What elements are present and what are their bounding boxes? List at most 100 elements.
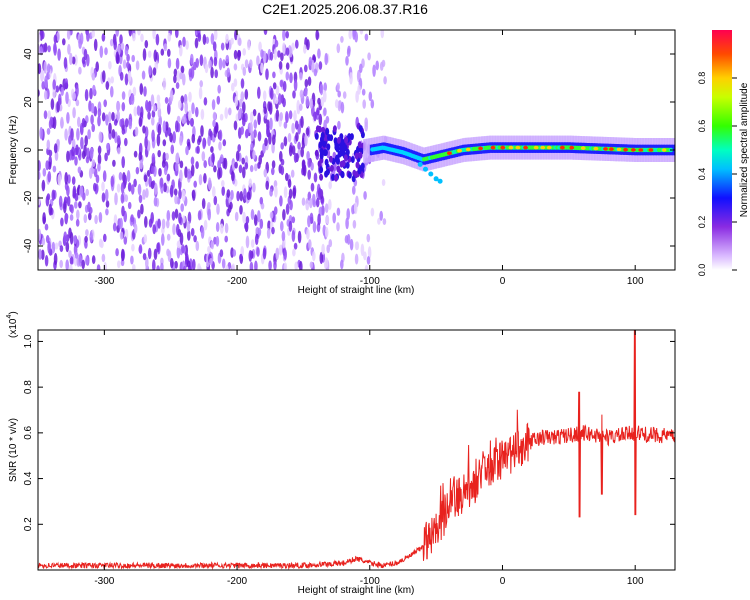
spectrogram-cell <box>304 78 309 88</box>
spectrogram-cell <box>179 232 184 246</box>
spectrogram-cell <box>200 125 204 137</box>
spectrogram-cell <box>343 154 348 162</box>
spectrogram-cell <box>122 59 127 69</box>
spectrogram-cell <box>288 144 293 157</box>
spectrogram-cell <box>185 253 189 262</box>
spectrogram-cell <box>265 180 270 190</box>
spectrogram-cell <box>354 152 359 160</box>
spectrogram-cell <box>72 107 76 119</box>
spectrogram-cell <box>294 261 298 270</box>
spectrogram-cell <box>213 126 217 138</box>
spectrogram-cell <box>279 79 284 88</box>
spectrogram-cell <box>381 178 386 187</box>
spectrogram-cell <box>280 220 284 232</box>
spectrogram-cell <box>123 174 127 186</box>
spectrogram-cell <box>103 99 107 108</box>
spectrogram-cell <box>319 148 324 155</box>
spectrogram-cell <box>93 38 98 52</box>
spectrogram-cell <box>249 111 254 124</box>
spectrogram-cell <box>360 243 365 257</box>
spectrogram-cell <box>345 217 349 230</box>
spectrogram-cell <box>323 107 327 116</box>
spectrogram-cell <box>174 194 178 205</box>
spectrogram-cell <box>244 162 249 170</box>
spectrogram-cell <box>303 44 307 54</box>
spectrogram-cell <box>137 209 141 219</box>
spectrogram-cell <box>43 61 47 74</box>
spectrogram-cell <box>167 102 171 115</box>
spectrogram-cell <box>76 186 81 196</box>
spectrogram-cell <box>130 255 134 265</box>
colorbar-tick-label: 0.6 <box>697 120 707 133</box>
spectrogram-cell <box>75 144 79 156</box>
snr-panel: -300 -200 -100 0 100 0.2 0.4 0.6 0.8 1.0 Height o… <box>6 311 676 596</box>
spectrogram-cell <box>207 135 211 147</box>
spectrogram-cell <box>156 94 161 103</box>
spectrogram-cell <box>41 237 46 246</box>
spectrogram-cell <box>233 78 238 87</box>
spectrogram-cell <box>120 248 125 262</box>
spectrogram-cell <box>166 233 171 241</box>
spectrogram-cell <box>335 156 340 164</box>
ridge-halo <box>367 138 371 163</box>
spectrogram-cell <box>140 33 144 42</box>
spectrogram-cell <box>234 161 238 169</box>
spectrogram-cell <box>237 144 241 152</box>
spectrogram-cell <box>312 193 316 206</box>
spectrogram-cell <box>329 134 334 142</box>
spectrogram-cell <box>189 118 194 127</box>
spectrogram-cell <box>47 170 52 183</box>
spectrogram-cell <box>41 249 45 261</box>
spectrogram-cell <box>318 187 322 200</box>
spectrogram-cell <box>360 162 365 170</box>
spectrogram-cell <box>280 142 285 150</box>
spectrogram-cell <box>192 258 196 270</box>
spectrogram-cell <box>151 129 155 142</box>
spectrogram-cell <box>324 257 329 268</box>
spectrogram-cell <box>121 91 126 100</box>
spectrogram-cell <box>101 112 106 122</box>
spectrogram-cell <box>211 99 216 111</box>
spectrogram-cell <box>281 230 286 242</box>
spectrogram-cell <box>126 170 131 183</box>
spectrogram-cell <box>317 160 322 168</box>
spectrogram-cell <box>173 188 178 196</box>
spectrogram-cell <box>55 85 60 93</box>
spectrogram-cell <box>121 205 125 217</box>
spectrogram-cell <box>307 158 311 168</box>
spectrogram-cell <box>60 86 64 97</box>
spectrogram-cell <box>170 257 174 269</box>
spectrogram-cell <box>292 187 297 199</box>
spectrogram-cell <box>53 34 58 44</box>
spectrogram-cell <box>285 47 290 56</box>
spectrogram-cell <box>162 120 167 134</box>
spectrogram-cell <box>291 122 295 134</box>
spectrogram-cell <box>250 209 255 220</box>
spectrogram-cell <box>179 44 183 57</box>
spectrogram-cell <box>57 48 61 61</box>
spectrogram-cell <box>280 165 285 176</box>
spectrogram-cell <box>204 63 209 74</box>
spectrogram-cell <box>173 68 178 77</box>
spectrogram-cell <box>208 59 212 69</box>
spectrogram-cell <box>176 115 181 123</box>
spectrogram-cell <box>142 125 146 134</box>
spectrogram-cell <box>293 78 298 92</box>
spectrogram-cell <box>89 147 94 160</box>
spectrogram-cell <box>121 156 125 169</box>
spectrogram-cell <box>297 230 302 244</box>
spectrogram-cell <box>45 195 50 207</box>
spectrogram-cell <box>95 174 100 184</box>
spectrogram-cell <box>296 99 301 113</box>
spectrogram-cell <box>212 119 216 128</box>
spectrogram-cell <box>191 133 196 144</box>
spectrogram-cell <box>329 164 334 172</box>
spectrogram-cell <box>239 190 244 202</box>
spectrogram-cell <box>249 164 254 173</box>
spectrogram-cell <box>57 173 62 186</box>
spectrogram-cell <box>354 241 359 251</box>
ridge-max <box>623 147 628 152</box>
spectrogram-cell <box>113 119 118 126</box>
spectrogram-cell <box>299 260 303 270</box>
